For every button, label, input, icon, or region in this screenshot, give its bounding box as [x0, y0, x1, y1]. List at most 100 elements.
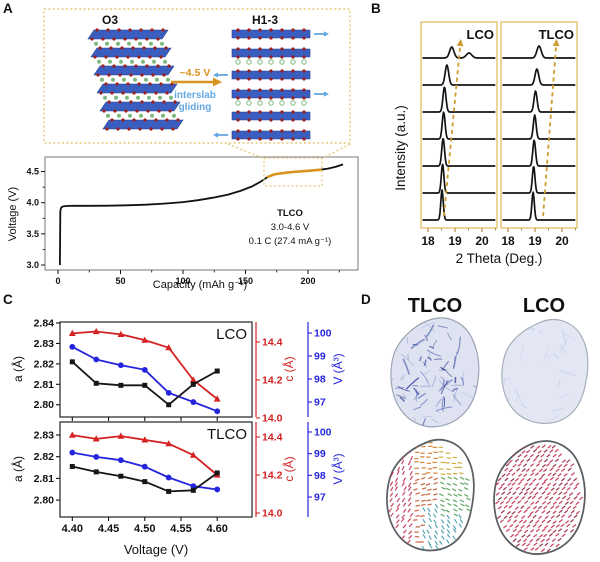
domain-dash — [396, 503, 401, 508]
domain-dash — [546, 510, 551, 515]
domain-dash — [508, 515, 513, 519]
domain-dash — [538, 486, 543, 491]
oxygen-dot — [302, 55, 306, 59]
map-stroke — [421, 369, 431, 376]
domain-dash — [546, 462, 551, 467]
map-stroke — [441, 361, 449, 371]
domain-dash — [567, 477, 572, 482]
domain-dash — [526, 477, 531, 482]
domain-dash — [407, 497, 412, 502]
marker-square — [69, 359, 75, 365]
y-tick-label: 4.0 — [26, 198, 39, 208]
map-stroke — [422, 361, 428, 368]
domain-dash — [497, 496, 503, 501]
domain-dash — [514, 495, 519, 500]
map-stroke — [401, 353, 415, 367]
domain-dash — [512, 463, 517, 468]
lithium-open-dot — [257, 59, 263, 65]
domain-dash — [576, 492, 581, 496]
domain-dash — [527, 495, 532, 500]
oxygen-dot — [258, 118, 262, 122]
coo2-slab — [87, 29, 169, 40]
map-stroke — [559, 369, 576, 377]
lithium-open-dot — [290, 100, 296, 106]
marker-square — [142, 382, 148, 388]
map-stroke — [424, 334, 428, 342]
domain-map-lco — [493, 440, 586, 555]
oxygen-dot — [280, 129, 284, 133]
lithium-dot — [147, 95, 151, 100]
domain-dash — [573, 495, 578, 500]
lithium-dot — [125, 95, 129, 100]
oxygen-dot — [121, 91, 125, 95]
lithium-open-dot — [268, 59, 274, 65]
xrd-panel-box — [500, 21, 578, 229]
domain-dash — [428, 524, 432, 530]
domain-dash — [545, 537, 551, 542]
oxygen-dot — [258, 77, 262, 81]
y-tick-label: 4.5 — [26, 167, 39, 177]
domain-dash — [440, 529, 445, 534]
domain-dash — [558, 500, 563, 505]
domain-dash — [540, 538, 545, 543]
map-stroke — [547, 353, 556, 357]
domain-dash — [566, 496, 571, 501]
oxygen-dot — [90, 37, 94, 41]
phase-o3-label: O3 — [102, 13, 118, 27]
domain-dash — [535, 528, 540, 533]
domain-dash — [401, 514, 406, 519]
domain-dash — [563, 463, 568, 468]
domain-dash — [550, 487, 555, 492]
domain-dash — [518, 491, 523, 495]
oxygen-dot — [247, 118, 251, 122]
x-tick-label: 19 — [448, 234, 462, 248]
oxygen-dot — [258, 110, 262, 114]
domain-dash — [465, 504, 470, 508]
oxygen-dot — [269, 110, 273, 114]
domain-dash — [427, 507, 431, 513]
lithium-dot — [169, 95, 173, 100]
domain-dash — [441, 525, 445, 530]
domain-dash — [526, 506, 531, 510]
domain-dash — [408, 523, 413, 528]
domain-dash — [566, 523, 571, 528]
domain-dash — [414, 499, 420, 502]
domain-dash — [544, 515, 549, 520]
domain-dash — [505, 528, 510, 533]
domain-dash — [555, 532, 560, 537]
domain-dash — [532, 457, 537, 462]
oxygen-dot — [134, 64, 138, 68]
oxygen-dot — [139, 28, 143, 32]
oxygen-dot — [134, 37, 138, 41]
domain-dash — [518, 519, 523, 524]
oxygen-dot — [135, 109, 139, 113]
lithium-dot — [136, 95, 140, 100]
marker-circle — [190, 483, 197, 490]
marker-circle — [69, 343, 76, 350]
x-tick-label: 4.50 — [134, 523, 155, 535]
lithium-dot — [155, 77, 159, 82]
oxygen-dot — [236, 137, 240, 141]
xrd-curve — [502, 139, 576, 167]
transition-arrow-head — [213, 77, 222, 87]
domain-dash — [439, 481, 445, 485]
domain-dash — [459, 518, 464, 524]
domain-dash — [459, 482, 465, 486]
domain-dash — [530, 528, 535, 533]
oxygen-dot — [112, 64, 116, 68]
domain-dash — [567, 505, 572, 510]
xrd-panel-lco: 18 19 20 LCO — [420, 21, 498, 248]
oxygen-dot — [302, 88, 306, 92]
domain-dash — [464, 493, 469, 497]
oxygen-dot — [148, 82, 152, 86]
domain-dash — [459, 472, 464, 475]
domain-dash — [546, 491, 551, 496]
domain-dash — [561, 459, 566, 464]
map-stroke — [516, 392, 519, 402]
lithium-open-dot — [279, 100, 285, 106]
domain-dash — [569, 500, 574, 505]
domain-dash — [546, 453, 551, 458]
lithium-dot — [133, 77, 137, 82]
marker-circle — [69, 449, 76, 456]
domain-dash — [508, 496, 513, 501]
